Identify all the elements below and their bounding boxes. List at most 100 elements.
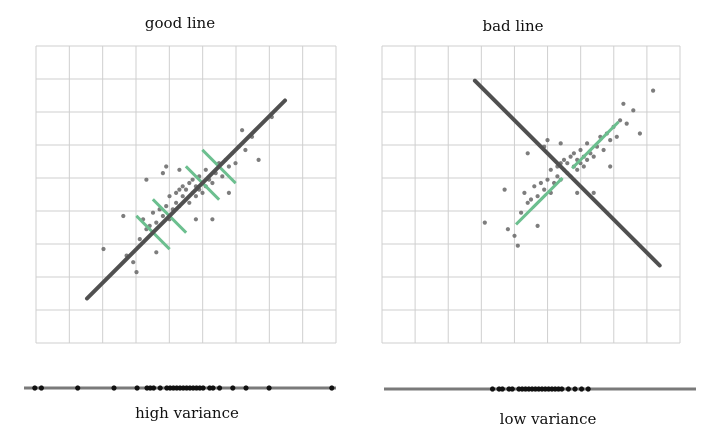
data-point — [555, 174, 560, 179]
data-point — [210, 180, 215, 186]
projected-point — [499, 386, 505, 392]
data-point — [164, 164, 169, 169]
projected-point — [585, 386, 591, 392]
data-point — [532, 184, 537, 189]
projection-segment — [587, 120, 620, 153]
data-point — [568, 154, 573, 159]
data-point — [565, 161, 570, 166]
data-point — [177, 187, 182, 192]
data-point — [167, 194, 172, 199]
data-point — [220, 174, 225, 179]
data-point — [631, 108, 636, 113]
data-point — [256, 157, 261, 162]
data-point — [621, 101, 626, 106]
data-point — [174, 200, 179, 205]
data-point — [226, 164, 231, 169]
data-point — [581, 164, 586, 169]
data-point — [535, 223, 540, 228]
projected-point — [489, 386, 496, 392]
projected-point — [243, 385, 249, 391]
data-point — [575, 190, 580, 195]
good-line-panel — [35, 45, 337, 344]
data-point — [210, 217, 215, 222]
projected-point — [509, 386, 515, 392]
bad-line-panel — [381, 45, 681, 344]
data-point — [226, 190, 231, 195]
projected-point — [38, 385, 45, 391]
data-point — [525, 151, 530, 156]
data-point — [545, 177, 550, 182]
data-point — [571, 151, 577, 156]
data-point — [160, 213, 165, 219]
data-point — [502, 187, 507, 192]
data-point — [183, 187, 189, 192]
data-point — [177, 167, 182, 172]
data-point — [542, 187, 547, 192]
data-point — [608, 138, 613, 143]
data-point — [154, 250, 159, 255]
projected-point — [559, 386, 565, 392]
data-point — [233, 161, 238, 166]
projected-point — [210, 385, 216, 391]
data-point — [193, 194, 198, 199]
data-point — [193, 217, 198, 222]
data-point — [608, 164, 613, 169]
data-point — [548, 167, 553, 172]
data-point — [637, 131, 643, 136]
data-point — [134, 270, 139, 275]
data-point — [624, 121, 629, 126]
data-point — [558, 141, 563, 146]
projected-point — [266, 385, 272, 391]
projected-point — [572, 386, 578, 392]
data-point — [601, 147, 606, 153]
data-point — [528, 197, 534, 202]
bad-line-title: bad line — [482, 17, 544, 35]
data-point — [203, 167, 208, 172]
low-variance-caption: low variance — [499, 410, 597, 428]
data-point — [131, 260, 136, 265]
projected-point — [157, 385, 163, 391]
projected-point — [151, 385, 157, 391]
data-point — [180, 194, 185, 199]
data-point — [174, 190, 179, 195]
data-point — [651, 88, 656, 93]
data-point — [190, 177, 195, 182]
data-point — [187, 180, 192, 186]
good-line-title: good line — [144, 14, 216, 32]
data-point — [240, 128, 245, 133]
data-point — [591, 154, 596, 159]
data-point — [180, 184, 185, 189]
data-point — [187, 200, 192, 205]
projected-point — [32, 385, 38, 391]
data-point — [538, 180, 544, 186]
data-point — [561, 157, 567, 162]
data-point — [160, 171, 165, 176]
data-point — [505, 227, 510, 232]
projected-point — [134, 385, 140, 391]
data-point — [150, 210, 156, 215]
data-point — [515, 243, 520, 248]
data-point — [121, 213, 126, 219]
data-point — [154, 220, 159, 225]
projected-point — [200, 385, 206, 391]
projection-line — [85, 98, 287, 301]
data-point — [519, 210, 524, 215]
data-point — [200, 190, 205, 195]
data-point — [545, 138, 550, 143]
data-point — [618, 118, 623, 123]
data-point — [137, 237, 142, 242]
data-point — [482, 220, 487, 225]
data-point — [243, 147, 248, 153]
projected-point — [230, 385, 236, 391]
data-point — [585, 141, 590, 146]
data-point — [144, 177, 149, 182]
projected-point — [111, 385, 117, 391]
data-point — [535, 194, 540, 199]
projection-segment — [514, 193, 548, 226]
data-point — [522, 190, 527, 195]
data-point — [614, 134, 619, 139]
data-point — [525, 200, 530, 205]
projected-point — [579, 386, 585, 392]
high-variance-strip — [24, 385, 336, 391]
